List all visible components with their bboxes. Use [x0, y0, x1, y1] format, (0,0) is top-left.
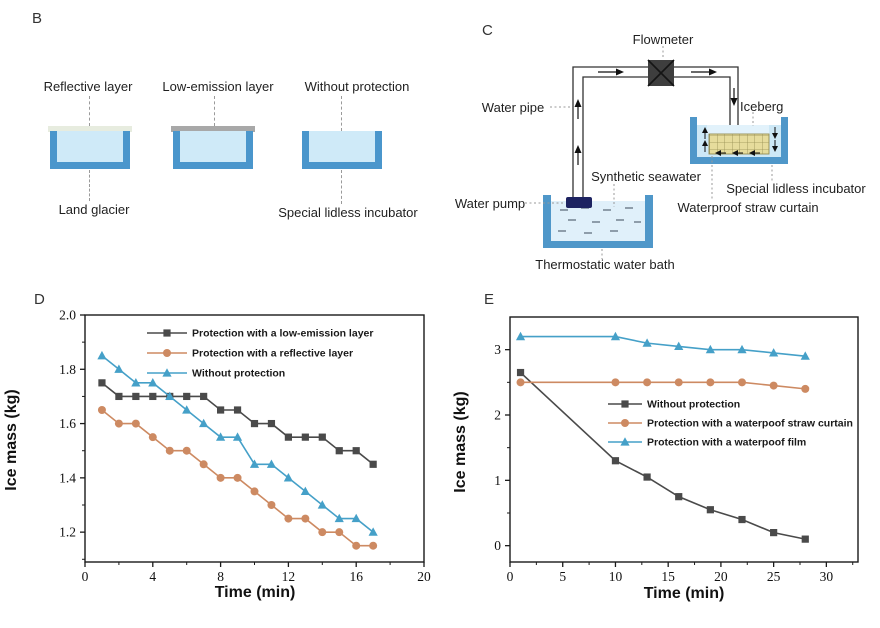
flow-arrow-right-1: [598, 68, 624, 76]
series-circle: [97, 406, 378, 550]
legend-item: Protection with a waterpoof film: [608, 437, 806, 449]
legend-label: Protection with a low-emission layer: [192, 328, 373, 340]
chart-d: 0 4 8 12 16 20 1.2 1.4 1.6 1.8 2.0 Time (min) Ice ma…: [3, 308, 431, 602]
y-tick-label: 1.4: [59, 470, 76, 485]
iceberg-ice: [707, 125, 769, 134]
y-axis-title: Ice mass (kg): [452, 391, 469, 492]
water-pump-icon: [566, 197, 592, 208]
y-tick-label: 1.2: [59, 525, 76, 540]
x-tick-label: 12: [282, 569, 296, 584]
label-synthetic-seawater: Synthetic seawater: [591, 169, 701, 184]
apparatus-diagram: [525, 46, 788, 259]
x-tick-label: 15: [661, 569, 675, 584]
legend-item: Without protection: [147, 368, 285, 380]
panel-b-letter: B: [32, 10, 43, 27]
label-incubator-c: Special lidless incubator: [726, 181, 866, 196]
flowmeter-icon: [647, 59, 675, 87]
leader-without-protection: [341, 96, 342, 131]
x-axis-title: Time (min): [644, 585, 725, 602]
legend-item: Protection with a waterpoof straw curtai…: [608, 418, 853, 430]
label-straw-curtain: Waterproof straw curtain: [677, 200, 819, 215]
legend-item: Without protection: [608, 399, 740, 411]
convection-arrows: [702, 127, 778, 156]
x-tick-label: 16: [349, 569, 363, 584]
y-tick-label: 2: [494, 408, 501, 423]
flow-arrow-right-2: [691, 68, 717, 76]
label-water-bath: Thermostatic water bath: [535, 257, 675, 272]
chart-e: 0 5 10 15 20 25 30 0 1 2 3 Time (min) Ice mass (kg) W…: [452, 316, 859, 602]
vessel-low-emission: [173, 131, 253, 169]
y-tick-label: 1: [494, 473, 501, 488]
x-tick-label: 4: [149, 569, 156, 584]
label-reflective-layer: Reflective layer: [43, 79, 133, 94]
x-tick-label: 8: [217, 569, 224, 584]
vessel-reflective: [50, 131, 130, 169]
legend-label: Protection with a waterpoof straw curtai…: [647, 418, 853, 430]
x-tick-label: 10: [609, 569, 623, 584]
label-low-emission-layer: Low-emission layer: [162, 79, 274, 94]
y-tick-label: 3: [494, 342, 501, 357]
series-circle: [516, 378, 810, 393]
label-iceberg: Iceberg: [740, 99, 784, 114]
y-axis-title: Ice mass (kg): [3, 389, 20, 490]
legend-item: Protection with a low-emission layer: [147, 328, 373, 340]
leader-land-glacier: [89, 170, 90, 201]
vessel-without-protection: [302, 131, 382, 169]
plot-box: [509, 316, 859, 563]
x-tick-label: 0: [507, 569, 514, 584]
leader-low-emission: [214, 96, 215, 126]
legend-label: Protection with a waterpoof film: [647, 437, 806, 449]
incubator: [690, 117, 788, 164]
legend-label: Without protection: [192, 368, 285, 380]
x-tick-label: 30: [820, 569, 834, 584]
label-without-protection: Without protection: [304, 79, 410, 94]
series-triangle: [515, 331, 810, 360]
label-flowmeter: Flowmeter: [632, 32, 694, 47]
legend-label: Protection with a reflective layer: [192, 348, 353, 360]
flow-arrow-down-1: [730, 88, 738, 106]
leader-lines-c: [525, 46, 773, 259]
series-square: [98, 379, 377, 468]
legend-label: Without protection: [647, 399, 740, 411]
reflective-layer-strip: [48, 126, 132, 132]
x-tick-label: 20: [714, 569, 728, 584]
y-tick-label: 1.6: [59, 416, 76, 431]
straw-curtain-grid: [708, 133, 770, 155]
x-tick-label: 20: [417, 569, 431, 584]
leader-reflective: [89, 96, 90, 126]
leader-incubator-b: [341, 170, 342, 204]
label-water-pipe: Water pipe: [481, 100, 545, 115]
legend-item: Protection with a reflective layer: [147, 348, 353, 360]
y-tick-label: 1.8: [59, 362, 76, 377]
flow-arrow-up-1: [574, 99, 582, 119]
panel-d-letter: D: [34, 291, 45, 308]
x-tick-label: 0: [82, 569, 89, 584]
panel-c-letter: C: [482, 22, 493, 39]
label-incubator-b: Special lidless incubator: [278, 205, 418, 220]
label-land-glacier: Land glacier: [58, 202, 130, 217]
y-tick-label: 2.0: [59, 308, 76, 323]
x-tick-label: 25: [767, 569, 781, 584]
label-water-pump: Water pump: [454, 196, 526, 211]
water-bath: [543, 195, 653, 248]
series-triangle: [97, 350, 378, 536]
panel-e-letter: E: [484, 291, 495, 308]
y-tick-label: 0: [494, 538, 501, 553]
x-axis-title: Time (min): [215, 584, 296, 601]
flow-arrow-up-2: [574, 145, 582, 165]
low-emission-layer-strip: [171, 126, 255, 132]
x-tick-label: 5: [559, 569, 566, 584]
series-square: [516, 368, 809, 543]
